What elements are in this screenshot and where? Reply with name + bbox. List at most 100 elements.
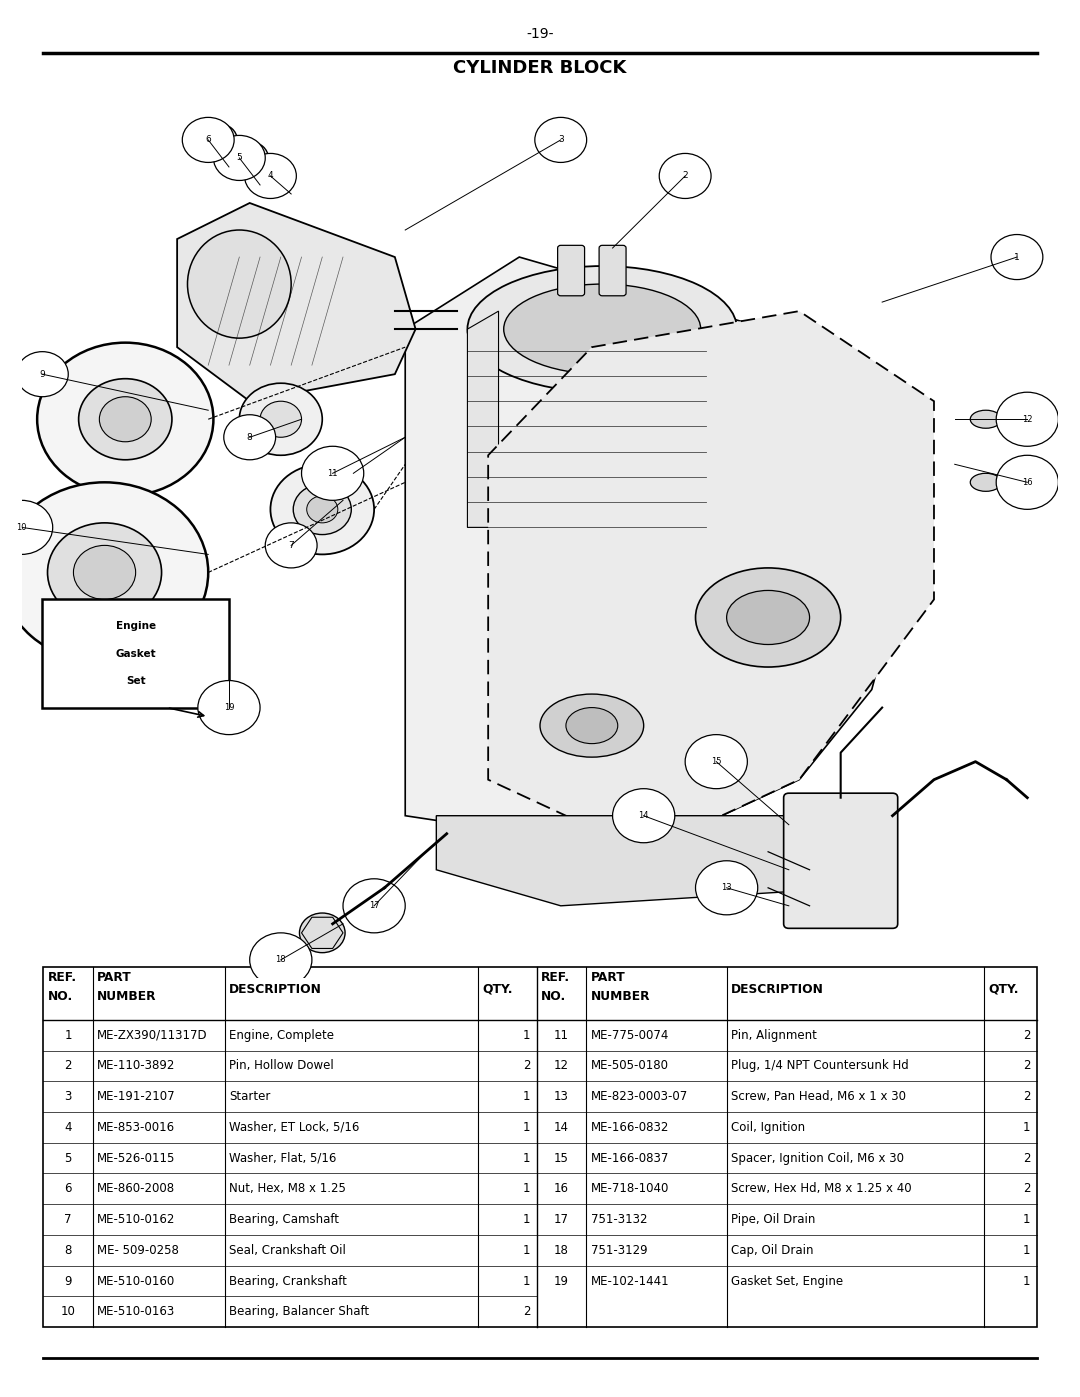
Text: 751-3132: 751-3132	[591, 1213, 647, 1227]
Circle shape	[991, 235, 1043, 279]
Text: 14: 14	[638, 812, 649, 820]
Text: 17: 17	[554, 1213, 569, 1227]
Text: Coil, Ignition: Coil, Ignition	[731, 1120, 806, 1134]
Circle shape	[200, 124, 238, 156]
Text: ME-510-0163: ME-510-0163	[97, 1305, 175, 1319]
Text: ME-775-0074: ME-775-0074	[591, 1028, 670, 1042]
Polygon shape	[177, 203, 416, 401]
Text: 1: 1	[523, 1151, 530, 1165]
Text: 13: 13	[554, 1090, 569, 1104]
Text: QTY.: QTY.	[988, 982, 1018, 996]
Text: 2: 2	[683, 172, 688, 180]
Text: 12: 12	[554, 1059, 569, 1073]
Text: Gasket: Gasket	[116, 648, 156, 658]
Ellipse shape	[970, 411, 1001, 429]
Circle shape	[210, 131, 228, 148]
Circle shape	[299, 914, 346, 953]
Text: Screw, Hex Hd, M8 x 1.25 x 40: Screw, Hex Hd, M8 x 1.25 x 40	[731, 1182, 912, 1196]
Polygon shape	[405, 257, 903, 852]
Text: 17: 17	[368, 901, 379, 911]
FancyBboxPatch shape	[557, 246, 584, 296]
Text: Pin, Alignment: Pin, Alignment	[731, 1028, 818, 1042]
Text: 3: 3	[65, 1090, 71, 1104]
Text: 5: 5	[65, 1151, 71, 1165]
Text: 5: 5	[237, 154, 242, 162]
Text: Washer, Flat, 5/16: Washer, Flat, 5/16	[229, 1151, 336, 1165]
Ellipse shape	[970, 474, 1001, 492]
Text: Pin, Hollow Dowel: Pin, Hollow Dowel	[229, 1059, 334, 1073]
Text: 7: 7	[65, 1213, 71, 1227]
Text: REF.: REF.	[541, 971, 570, 983]
Ellipse shape	[696, 569, 840, 666]
Text: 1: 1	[523, 1028, 530, 1042]
Circle shape	[612, 789, 675, 842]
Circle shape	[685, 735, 747, 789]
Text: 1: 1	[523, 1243, 530, 1257]
Circle shape	[241, 149, 259, 166]
Text: Engine, Complete: Engine, Complete	[229, 1028, 334, 1042]
Text: 1: 1	[523, 1182, 530, 1196]
Circle shape	[696, 861, 758, 915]
Circle shape	[79, 379, 172, 460]
Ellipse shape	[503, 284, 701, 374]
Text: 9: 9	[65, 1274, 71, 1288]
Text: Engine: Engine	[116, 622, 156, 631]
Circle shape	[249, 933, 312, 986]
Circle shape	[307, 496, 338, 522]
Text: Washer, ET Lock, 5/16: Washer, ET Lock, 5/16	[229, 1120, 360, 1134]
Circle shape	[301, 446, 364, 500]
Text: 15: 15	[554, 1151, 569, 1165]
Circle shape	[231, 141, 268, 175]
Text: ME-191-2107: ME-191-2107	[97, 1090, 176, 1104]
Circle shape	[16, 352, 68, 397]
Text: Nut, Hex, M8 x 1.25: Nut, Hex, M8 x 1.25	[229, 1182, 346, 1196]
Text: Plug, 1/4 NPT Countersunk Hd: Plug, 1/4 NPT Countersunk Hd	[731, 1059, 909, 1073]
Circle shape	[659, 154, 711, 198]
Text: 2: 2	[1023, 1090, 1030, 1104]
Text: ME-853-0016: ME-853-0016	[97, 1120, 175, 1134]
Text: 18: 18	[554, 1243, 569, 1257]
Text: ME-510-0160: ME-510-0160	[97, 1274, 175, 1288]
Text: 2: 2	[1023, 1059, 1030, 1073]
Circle shape	[224, 415, 275, 460]
Text: 14: 14	[554, 1120, 569, 1134]
Text: 12: 12	[1022, 415, 1032, 423]
Text: NUMBER: NUMBER	[591, 990, 650, 1003]
Text: ME-823-0003-07: ME-823-0003-07	[591, 1090, 688, 1104]
Text: 11: 11	[327, 469, 338, 478]
Text: Screw, Pan Head, M6 x 1 x 30: Screw, Pan Head, M6 x 1 x 30	[731, 1090, 906, 1104]
FancyBboxPatch shape	[784, 793, 897, 929]
Text: ME-166-0837: ME-166-0837	[591, 1151, 670, 1165]
Text: ME-510-0162: ME-510-0162	[97, 1213, 176, 1227]
Circle shape	[240, 383, 322, 455]
Ellipse shape	[540, 694, 644, 757]
Text: NUMBER: NUMBER	[97, 990, 157, 1003]
Ellipse shape	[727, 591, 810, 644]
Circle shape	[266, 522, 318, 569]
Circle shape	[244, 154, 296, 198]
Circle shape	[214, 136, 266, 180]
Text: ME-718-1040: ME-718-1040	[591, 1182, 670, 1196]
Circle shape	[996, 393, 1058, 446]
Text: ME-ZX390/11317D: ME-ZX390/11317D	[97, 1028, 207, 1042]
Text: 19: 19	[224, 703, 234, 712]
Circle shape	[996, 455, 1058, 510]
Text: 15: 15	[711, 757, 721, 766]
Circle shape	[48, 522, 162, 622]
Circle shape	[535, 117, 586, 162]
Text: 3: 3	[558, 136, 564, 144]
Text: 11: 11	[554, 1028, 569, 1042]
Ellipse shape	[566, 707, 618, 743]
Text: 16: 16	[1022, 478, 1032, 486]
Text: 2: 2	[1023, 1028, 1030, 1042]
Text: CYLINDER BLOCK: CYLINDER BLOCK	[454, 60, 626, 77]
Circle shape	[294, 485, 351, 535]
Text: -19-: -19-	[526, 27, 554, 41]
Circle shape	[183, 117, 234, 162]
Ellipse shape	[188, 231, 292, 338]
Text: PART: PART	[591, 971, 625, 983]
Circle shape	[198, 680, 260, 735]
Text: 1: 1	[1023, 1243, 1030, 1257]
Circle shape	[257, 159, 294, 193]
Text: Starter: Starter	[229, 1090, 270, 1104]
